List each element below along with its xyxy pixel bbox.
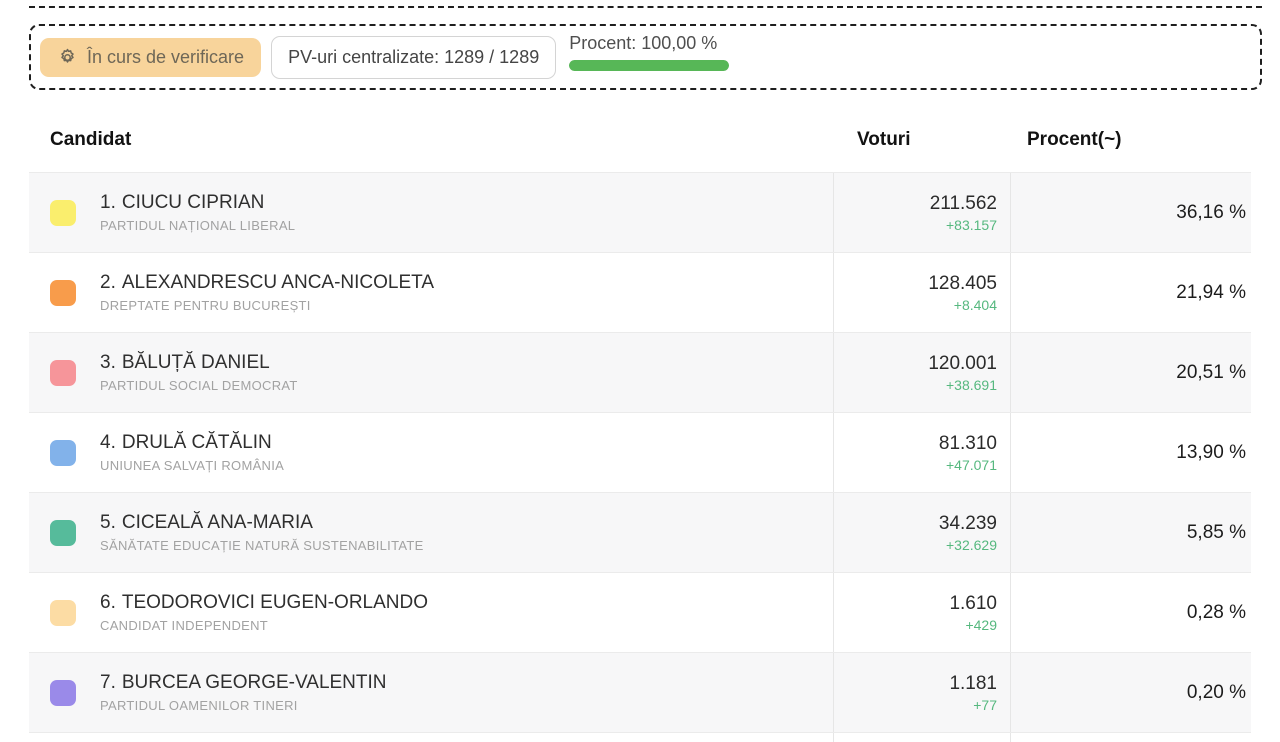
votes-value: 1.610 xyxy=(949,592,997,614)
percent-value: 0,28 % xyxy=(1010,573,1251,652)
candidate-name: 4. DRULĂ CĂTĂLIN xyxy=(100,432,272,453)
percent-value: 20,51 % xyxy=(1010,333,1251,412)
percent-value: 13,90 % xyxy=(1010,413,1251,492)
table-body: 1. CIUCU CIPRIAN PARTIDUL NAȚIONAL LIBERA… xyxy=(29,172,1251,732)
candidate-party: CANDIDAT INDEPENDENT xyxy=(100,618,269,633)
votes-delta: +38.691 xyxy=(946,376,997,393)
table-row[interactable]: 2. ALEXANDRESCU ANCA-NICOLETA DREPTATE PE… xyxy=(29,252,1251,332)
pv-counter: PV-uri centralizate: 1289 / 1289 xyxy=(271,35,557,79)
party-color-swatch xyxy=(50,439,76,466)
votes-value: 1.181 xyxy=(949,672,997,694)
candidate-name: 3. BĂLUȚĂ DANIEL xyxy=(100,352,270,373)
progress-bar-fill xyxy=(569,60,730,71)
candidate-text: 2. ALEXANDRESCU ANCA-NICOLETA DREPTATE PE… xyxy=(100,272,434,313)
votes-cell: 81.310 +47.071 xyxy=(833,413,1010,492)
previous-section-dashed-edge xyxy=(29,6,1262,8)
status-badge: În curs de verificare xyxy=(40,37,262,77)
percent-value: 0,20 % xyxy=(1010,653,1251,732)
candidate-party: PARTIDUL NAȚIONAL LIBERAL xyxy=(100,218,296,233)
party-color-swatch xyxy=(50,359,76,386)
candidate-name: 2. ALEXANDRESCU ANCA-NICOLETA xyxy=(100,272,435,293)
table-row-partial xyxy=(29,732,1251,742)
table-row[interactable]: 7. BURCEA GEORGE-VALENTIN PARTIDUL OAMENI… xyxy=(29,652,1251,732)
table-row[interactable]: 4. DRULĂ CĂTĂLIN UNIUNEA SALVAȚI ROMÂNIA … xyxy=(29,412,1251,492)
progress-label: Procent: 100,00 % xyxy=(569,33,718,53)
candidate-text: 4. DRULĂ CĂTĂLIN UNIUNEA SALVAȚI ROMÂNIA xyxy=(100,432,284,473)
votes-value: 81.310 xyxy=(938,432,997,454)
table-row[interactable]: 5. CICEALĂ ANA-MARIA SĂNĂTATE EDUCAȚIE NA… xyxy=(29,492,1251,572)
status-bar: În curs de verificare PV-uri centralizat… xyxy=(29,24,1262,90)
column-header-candidate: Candidat xyxy=(50,129,132,150)
votes-delta: +429 xyxy=(965,616,997,633)
candidate-party: PARTIDUL OAMENILOR TINERI xyxy=(100,698,298,713)
votes-cell: 1.181 +77 xyxy=(833,653,1010,732)
candidate-name: 6. TEODOROVICI EUGEN-ORLANDO xyxy=(100,592,429,613)
candidate-text: 7. BURCEA GEORGE-VALENTIN PARTIDUL OAMENI… xyxy=(100,672,387,713)
column-header-percent: Procent(~) xyxy=(1027,129,1122,150)
candidate-text: 6. TEODOROVICI EUGEN-ORLANDO CANDIDAT IND… xyxy=(100,592,428,633)
pv-counter-label: PV-uri centralizate: 1289 / 1289 xyxy=(288,46,540,67)
votes-value: 120.001 xyxy=(928,352,997,374)
progress-indicator: Procent: 100,00 % xyxy=(566,33,730,71)
votes-value: 211.562 xyxy=(929,192,997,214)
party-color-swatch xyxy=(50,599,76,626)
candidate-party: SĂNĂTATE EDUCAȚIE NATURĂ SUSTENABILITATE xyxy=(100,538,424,553)
votes-value: 128.405 xyxy=(928,272,997,294)
table-row[interactable]: 1. CIUCU CIPRIAN PARTIDUL NAȚIONAL LIBERA… xyxy=(29,172,1251,252)
candidate-cell: 3. BĂLUȚĂ DANIEL PARTIDUL SOCIAL DEMOCRAT xyxy=(29,333,833,412)
results-table: Candidat Voturi Procent(~) 1. CIUCU CIPRI… xyxy=(29,108,1251,742)
column-header-votes: Voturi xyxy=(857,129,911,150)
candidate-text: 1. CIUCU CIPRIAN PARTIDUL NAȚIONAL LIBERA… xyxy=(100,192,295,233)
party-color-swatch xyxy=(50,279,76,306)
votes-cell: 128.405 +8.404 xyxy=(833,253,1010,332)
table-row[interactable]: 6. TEODOROVICI EUGEN-ORLANDO CANDIDAT IND… xyxy=(29,572,1251,652)
votes-delta: +32.629 xyxy=(946,536,997,553)
candidate-party: PARTIDUL SOCIAL DEMOCRAT xyxy=(100,378,298,393)
candidate-text: 3. BĂLUȚĂ DANIEL PARTIDUL SOCIAL DEMOCRAT xyxy=(100,352,298,393)
votes-cell: 120.001 +38.691 xyxy=(833,333,1010,412)
candidate-name: 5. CICEALĂ ANA-MARIA xyxy=(100,512,313,533)
votes-value: 34.239 xyxy=(938,512,997,534)
votes-delta: +8.404 xyxy=(953,296,997,313)
candidate-party: DREPTATE PENTRU BUCUREȘTI xyxy=(100,298,311,313)
candidate-party: UNIUNEA SALVAȚI ROMÂNIA xyxy=(100,458,285,473)
votes-cell: 34.239 +32.629 xyxy=(833,493,1010,572)
candidate-cell: 2. ALEXANDRESCU ANCA-NICOLETA DREPTATE PE… xyxy=(29,253,833,332)
status-badge-label: În curs de verificare xyxy=(87,46,245,67)
votes-delta: +77 xyxy=(973,696,997,713)
candidate-cell: 1. CIUCU CIPRIAN PARTIDUL NAȚIONAL LIBERA… xyxy=(29,173,833,252)
table-header-row: Candidat Voturi Procent(~) xyxy=(29,108,1251,172)
gear-icon xyxy=(57,47,78,68)
party-color-swatch xyxy=(50,679,76,706)
votes-delta: +47.071 xyxy=(946,456,997,473)
progress-bar xyxy=(569,60,730,71)
votes-delta: +83.157 xyxy=(946,216,997,233)
candidate-cell: 5. CICEALĂ ANA-MARIA SĂNĂTATE EDUCAȚIE NA… xyxy=(29,493,833,572)
candidate-name: 1. CIUCU CIPRIAN xyxy=(100,192,265,213)
party-color-swatch xyxy=(50,519,76,546)
party-color-swatch xyxy=(50,199,76,226)
candidate-cell: 4. DRULĂ CĂTĂLIN UNIUNEA SALVAȚI ROMÂNIA xyxy=(29,413,833,492)
votes-cell: 1.610 +429 xyxy=(833,573,1010,652)
candidate-text: 5. CICEALĂ ANA-MARIA SĂNĂTATE EDUCAȚIE NA… xyxy=(100,512,424,553)
table-row[interactable]: 3. BĂLUȚĂ DANIEL PARTIDUL SOCIAL DEMOCRAT… xyxy=(29,332,1251,412)
candidate-cell: 6. TEODOROVICI EUGEN-ORLANDO CANDIDAT IND… xyxy=(29,573,833,652)
candidate-cell: 7. BURCEA GEORGE-VALENTIN PARTIDUL OAMENI… xyxy=(29,653,833,732)
votes-cell: 211.562 +83.157 xyxy=(833,173,1010,252)
candidate-name: 7. BURCEA GEORGE-VALENTIN xyxy=(100,672,387,693)
percent-value: 21,94 % xyxy=(1010,253,1251,332)
percent-value: 5,85 % xyxy=(1010,493,1251,572)
percent-value: 36,16 % xyxy=(1010,173,1251,252)
